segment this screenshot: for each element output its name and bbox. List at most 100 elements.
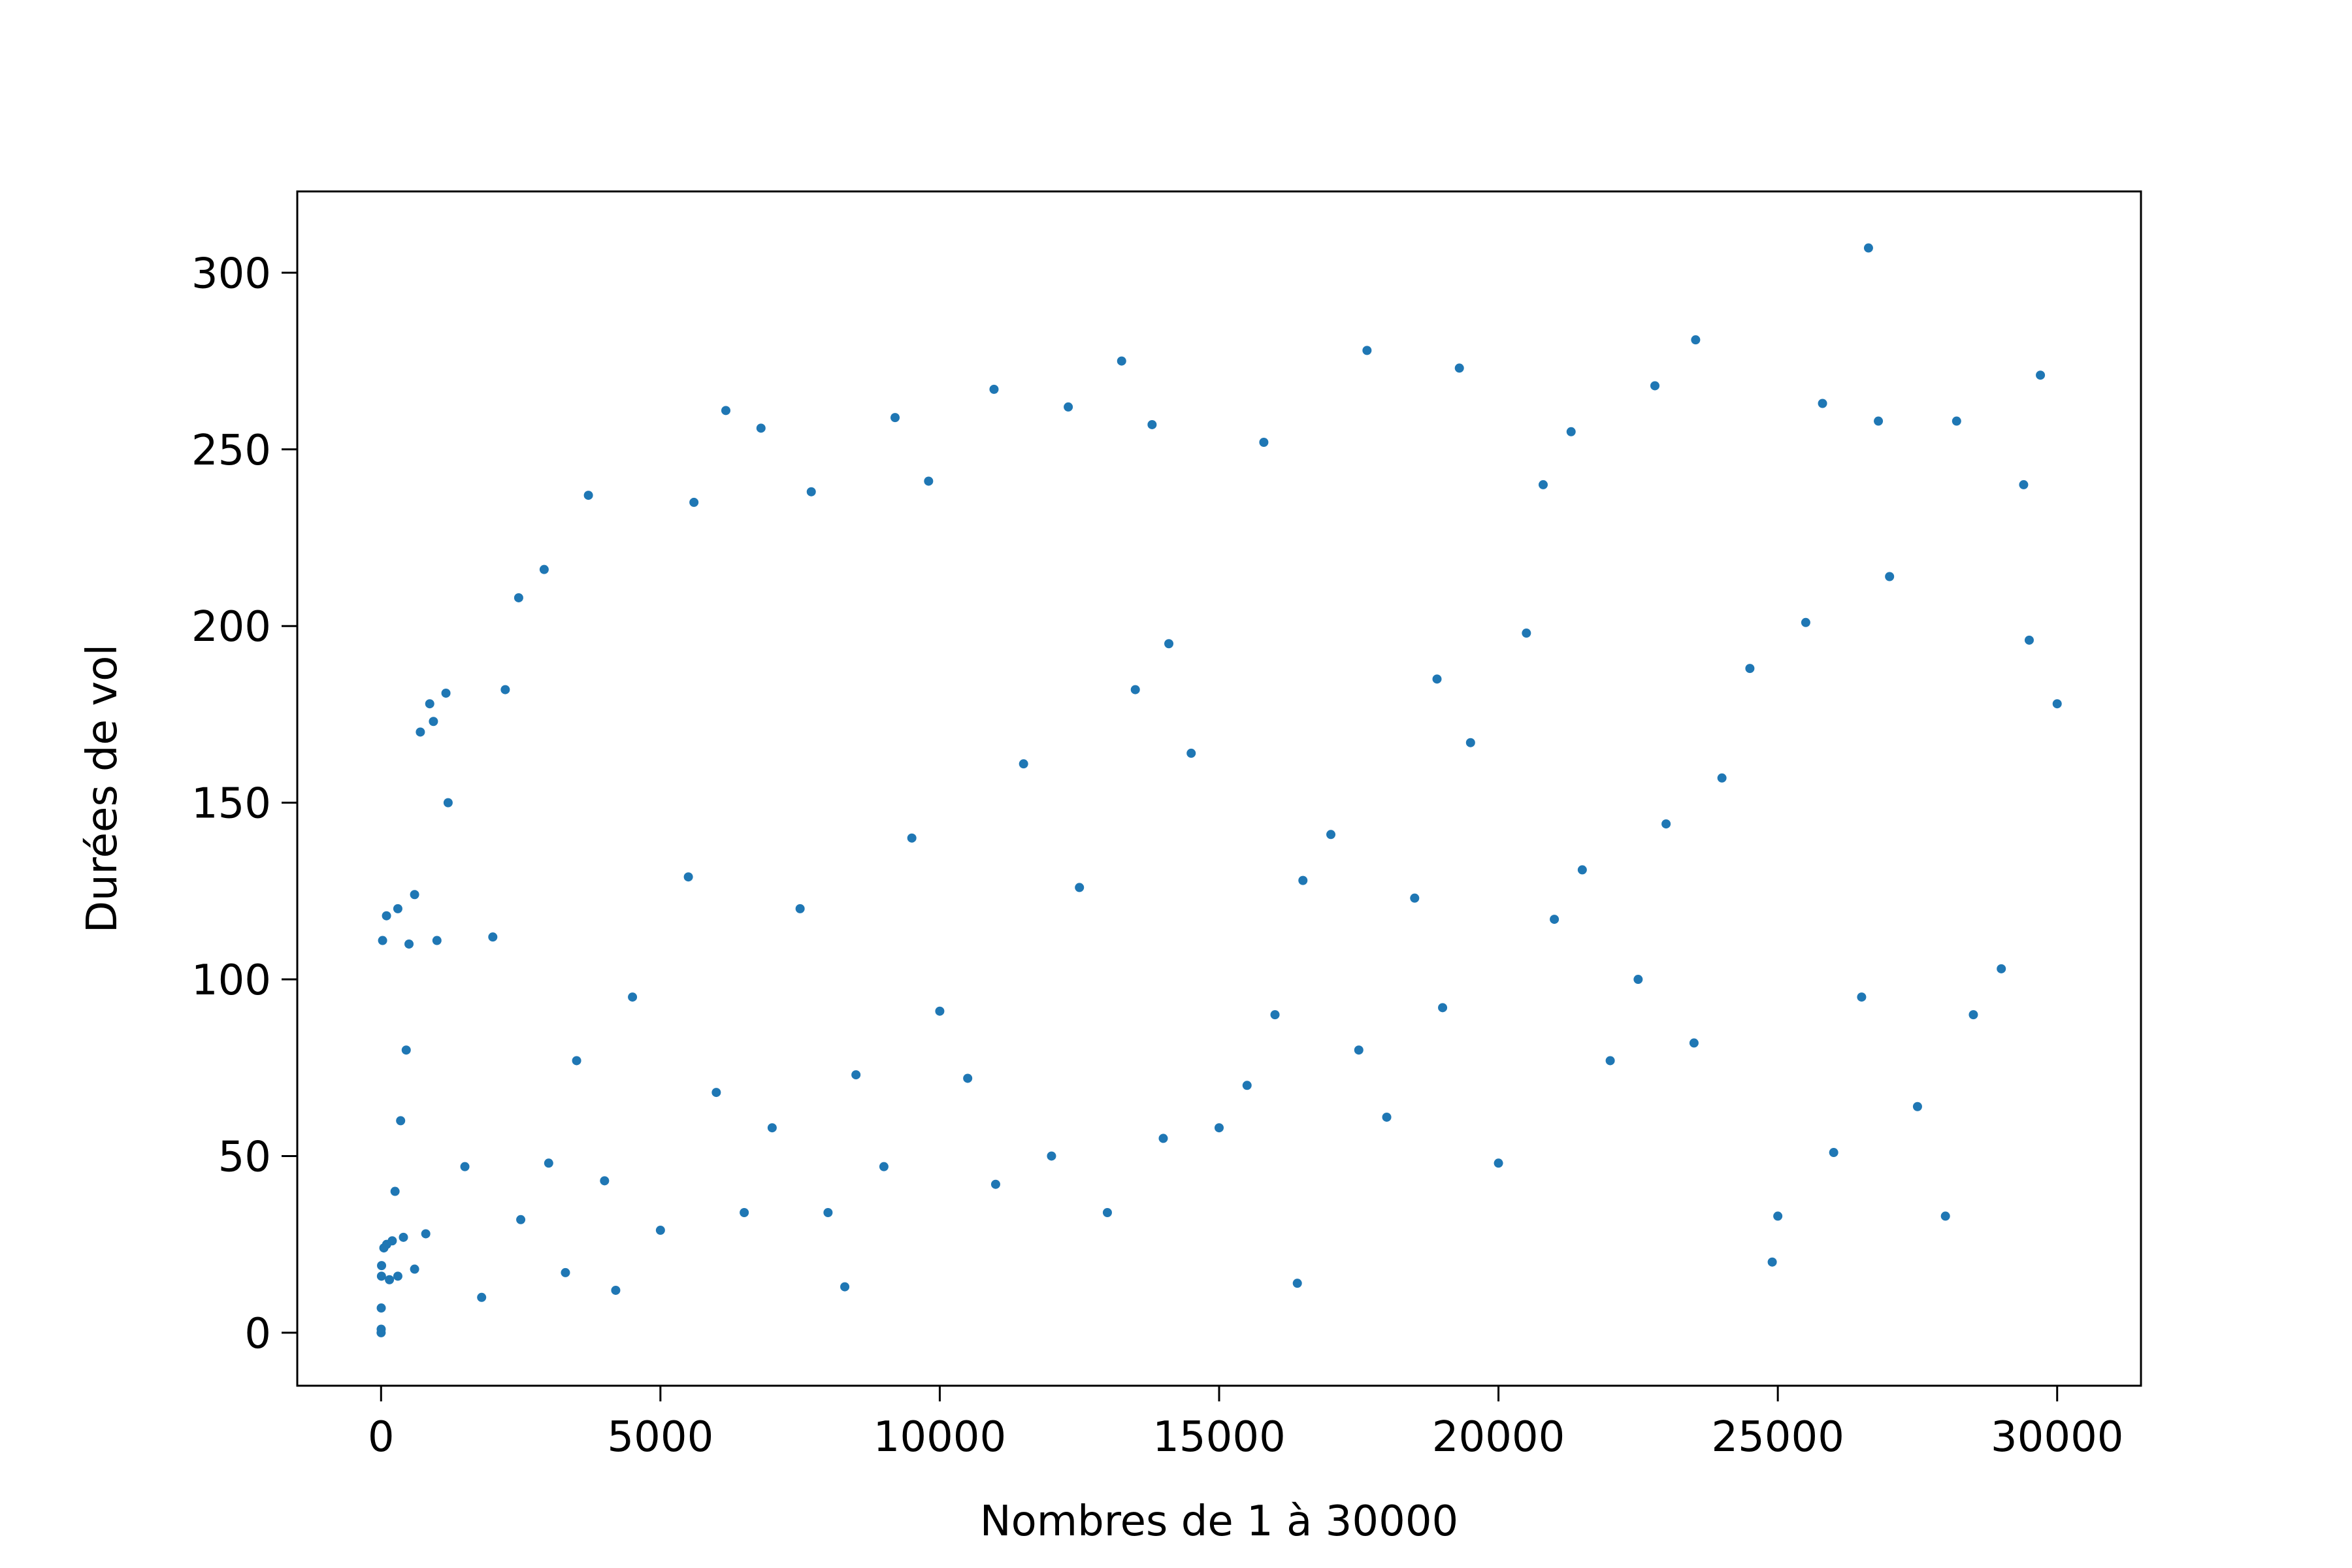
point <box>1454 363 1464 373</box>
point <box>851 1070 861 1080</box>
point <box>1438 1003 1448 1013</box>
point <box>806 487 816 497</box>
point <box>1691 335 1701 345</box>
point <box>907 833 917 843</box>
point <box>1242 1081 1252 1090</box>
point <box>990 1179 1000 1189</box>
point <box>628 992 638 1002</box>
x-tick-label: 5000 <box>607 1413 713 1462</box>
point <box>516 1215 526 1224</box>
point <box>390 1186 400 1196</box>
point <box>544 1158 553 1168</box>
point <box>441 688 451 698</box>
point <box>378 936 387 945</box>
point <box>1940 1211 1950 1221</box>
point <box>460 1162 470 1171</box>
point <box>410 1264 419 1274</box>
point <box>2019 480 2029 489</box>
point <box>1130 685 1140 694</box>
y-tick-label: 200 <box>191 603 271 651</box>
y-tick-label: 250 <box>191 427 271 475</box>
point <box>572 1056 581 1066</box>
point <box>1801 617 1810 627</box>
point <box>583 491 593 500</box>
x-tick-label: 20000 <box>1432 1413 1565 1462</box>
point <box>500 685 510 694</box>
point <box>1863 243 1873 253</box>
point <box>1186 748 1196 758</box>
point <box>1326 830 1336 840</box>
point <box>1019 759 1028 769</box>
point <box>1270 1010 1280 1020</box>
point <box>1952 416 1961 426</box>
point <box>767 1123 777 1133</box>
point <box>429 717 438 727</box>
point <box>396 1116 406 1126</box>
point <box>488 932 498 942</box>
point <box>1064 402 1073 412</box>
point <box>1102 1207 1112 1217</box>
point <box>421 1229 431 1239</box>
point <box>1767 1257 1777 1267</box>
x-tick-label: 15000 <box>1152 1413 1286 1462</box>
point <box>823 1207 833 1217</box>
point <box>1689 1038 1699 1048</box>
point <box>2036 370 2046 380</box>
point <box>1717 773 1727 783</box>
point <box>989 384 999 394</box>
y-tick-label: 50 <box>218 1133 271 1181</box>
point <box>1362 346 1372 355</box>
point <box>376 1324 386 1334</box>
point <box>611 1285 621 1295</box>
point <box>539 564 549 574</box>
point <box>416 727 425 737</box>
point <box>840 1282 850 1292</box>
point <box>376 1303 386 1313</box>
point <box>425 699 434 709</box>
point <box>1885 572 1895 581</box>
point <box>890 413 900 423</box>
point <box>1773 1211 1783 1221</box>
point <box>477 1292 487 1302</box>
point <box>1164 639 1174 649</box>
x-axis-label: Nombres de 1 à 30000 <box>980 1497 1459 1546</box>
point <box>1147 419 1157 429</box>
point <box>935 1006 945 1016</box>
point <box>1259 437 1269 447</box>
point <box>1432 674 1442 684</box>
point <box>1968 1010 1978 1020</box>
point <box>1550 915 1560 924</box>
point <box>963 1073 973 1083</box>
point <box>399 1232 408 1242</box>
y-tick-label: 0 <box>244 1310 271 1358</box>
point <box>561 1267 570 1277</box>
point <box>1158 1134 1168 1143</box>
point <box>924 476 934 486</box>
point <box>377 1261 387 1271</box>
point <box>1745 664 1755 674</box>
point <box>721 406 730 416</box>
point <box>385 1275 395 1284</box>
point <box>1298 875 1308 885</box>
point <box>443 798 453 808</box>
point <box>1577 865 1587 875</box>
point <box>1912 1102 1922 1111</box>
point <box>393 1271 402 1281</box>
x-tick-label: 30000 <box>1991 1413 2124 1462</box>
point <box>401 1045 411 1055</box>
point <box>514 593 523 602</box>
point <box>1818 399 1827 408</box>
point <box>1382 1112 1392 1122</box>
y-axis-label: Durées de vol <box>78 644 127 933</box>
point <box>1633 975 1643 985</box>
point <box>1829 1148 1838 1158</box>
point <box>387 1236 397 1246</box>
point <box>600 1176 610 1186</box>
point <box>1047 1151 1056 1161</box>
point <box>1650 381 1660 391</box>
point <box>432 936 442 945</box>
point <box>376 1271 386 1281</box>
y-tick-label: 100 <box>191 956 271 1005</box>
point <box>1494 1158 1503 1168</box>
